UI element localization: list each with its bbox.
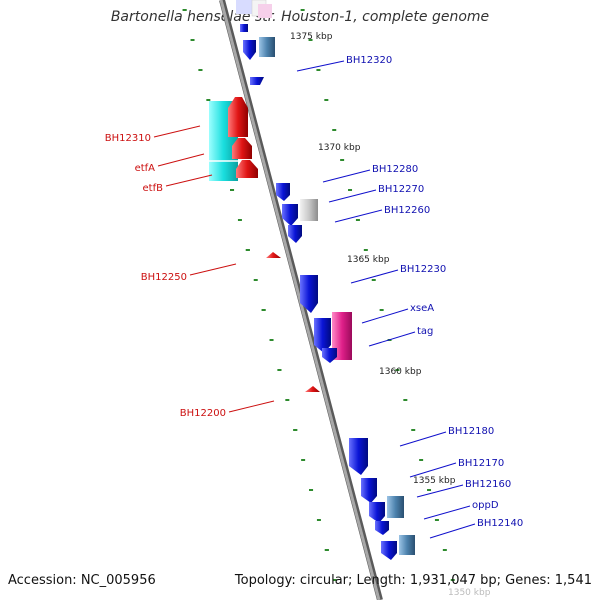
gene-label: BH12260 bbox=[384, 205, 430, 216]
gene-arrow-red bbox=[232, 138, 252, 159]
gene-label: BH12320 bbox=[346, 55, 392, 66]
gene-block-steel bbox=[399, 535, 415, 555]
gene-arrow-blue bbox=[288, 225, 302, 243]
reverse-genes bbox=[209, 97, 320, 392]
reverse-gene-labels: BH12310 etfA etfB BH12250 BH12200 bbox=[105, 125, 275, 419]
gene-label: BH12140 bbox=[477, 518, 523, 529]
gene-block-gray bbox=[300, 199, 318, 221]
forward-gene-labels: BH12320 BH12280 BH12270 BH12260 BH12230 … bbox=[296, 55, 523, 539]
forward-genes bbox=[243, 37, 415, 560]
gene-block-steel bbox=[387, 496, 404, 518]
tick-marks bbox=[182, 9, 455, 581]
top-partial-features bbox=[236, 0, 272, 32]
gene-label: BH12160 bbox=[465, 479, 511, 490]
scale-labels: 1375 kbp 1370 kbp 1365 kbp 1360 kbp 1355… bbox=[290, 32, 491, 598]
gene-arrow-blue bbox=[282, 204, 298, 226]
scale-label: 1350 kbp bbox=[448, 588, 491, 598]
scale-label: 1365 kbp bbox=[347, 255, 390, 265]
gene-arrow-red bbox=[266, 252, 281, 258]
gene-label: BH12280 bbox=[372, 164, 418, 175]
gene-arrow-blue bbox=[276, 183, 290, 201]
gene-label: BH12170 bbox=[458, 458, 504, 469]
accession-label: Accession: NC_005956 bbox=[8, 573, 156, 588]
gene-label: BH12180 bbox=[448, 426, 494, 437]
scale-label: 1355 kbp bbox=[413, 476, 456, 486]
gene-arrow-blue bbox=[381, 541, 397, 560]
map-title: Bartonella henselae str. Houston-1, comp… bbox=[110, 9, 490, 25]
gene-label: xseA bbox=[410, 303, 434, 314]
topology-label: Topology: circular; Length: 1,931,047 bp… bbox=[234, 573, 592, 588]
gene-block-steel bbox=[259, 37, 275, 57]
gene-arrow-red bbox=[305, 386, 320, 392]
gene-arrow-blue bbox=[361, 478, 377, 503]
gene-arrow-blue bbox=[314, 318, 331, 353]
gene-arrow-red bbox=[236, 160, 258, 178]
gene-arrow-blue bbox=[322, 348, 337, 363]
gene-label: etfB bbox=[143, 183, 164, 194]
gene-label: BH12270 bbox=[378, 184, 424, 195]
gene-arrow-blue bbox=[349, 438, 368, 475]
scale-label: 1375 kbp bbox=[290, 32, 333, 42]
gene-label: BH12310 bbox=[105, 133, 151, 144]
scale-label: 1370 kbp bbox=[318, 143, 361, 153]
gene-arrow-red bbox=[228, 97, 248, 137]
gene-label: BH12230 bbox=[400, 264, 446, 275]
gene-arrow-blue bbox=[250, 77, 264, 85]
gene-label: BH12250 bbox=[141, 272, 187, 283]
gene-arrow-blue bbox=[375, 521, 389, 535]
gene-arrow-blue bbox=[300, 275, 318, 313]
gene-label: etfA bbox=[135, 163, 156, 174]
gene-label: BH12200 bbox=[180, 408, 226, 419]
gene-arrow-blue bbox=[369, 502, 385, 523]
scale-label: 1360 kbp bbox=[379, 367, 422, 377]
gene-label: tag bbox=[417, 326, 433, 337]
gene-label: oppD bbox=[472, 500, 499, 511]
gene-arrow-blue bbox=[243, 40, 256, 60]
